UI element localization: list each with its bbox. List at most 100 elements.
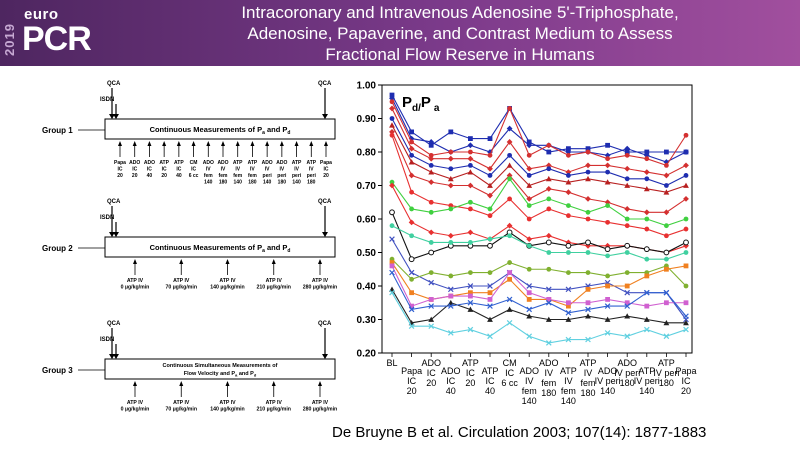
data-point	[428, 323, 435, 330]
data-point	[604, 303, 611, 309]
step-label: 40	[147, 173, 153, 179]
header-banner: 2019 euro PCR Intracoronary and Intraven…	[0, 0, 800, 66]
data-point	[683, 250, 689, 255]
data-point	[467, 142, 474, 149]
title-line-2: Adenosine, Papaverine, and Contrast Medi…	[247, 24, 673, 43]
logo-euro-text: euro	[24, 6, 59, 23]
step-arrowhead	[133, 381, 137, 386]
data-point	[585, 209, 591, 215]
x-tick-label: IV	[545, 368, 554, 378]
data-point	[428, 279, 435, 286]
data-point	[566, 152, 571, 158]
data-point	[487, 213, 493, 219]
data-point	[604, 162, 611, 169]
series-line	[391, 177, 687, 227]
x-tick-label: 20	[681, 386, 691, 396]
data-point	[409, 303, 414, 309]
data-point	[546, 206, 552, 212]
x-tick-label: fem	[541, 378, 556, 388]
data-point	[468, 206, 473, 212]
data-point	[605, 273, 610, 279]
step-arrowhead	[279, 141, 284, 146]
step-label: peri	[307, 173, 317, 179]
step-label: ATP IV	[219, 278, 236, 284]
data-point	[526, 203, 532, 209]
group-label: Group 3	[42, 366, 73, 375]
data-point	[664, 163, 669, 168]
data-point	[605, 219, 610, 225]
data-point	[468, 149, 473, 155]
data-point	[683, 326, 689, 333]
group-label: Group 2	[42, 244, 73, 253]
data-point	[468, 136, 473, 141]
data-point	[408, 172, 415, 179]
data-point	[428, 155, 435, 162]
data-point	[487, 236, 493, 242]
data-point	[566, 213, 571, 219]
series-line	[391, 135, 687, 237]
data-point	[545, 340, 552, 346]
data-point	[683, 132, 689, 138]
data-point	[428, 199, 434, 205]
data-point	[447, 175, 454, 182]
qca-left-arrowhead	[109, 232, 115, 237]
step-arrowhead	[294, 141, 299, 146]
data-point	[507, 270, 512, 275]
data-point	[389, 92, 395, 98]
data-point	[468, 163, 473, 168]
data-point	[546, 297, 552, 302]
data-point	[428, 316, 435, 322]
data-point	[506, 172, 513, 179]
data-point	[467, 229, 474, 236]
data-point	[487, 297, 493, 302]
data-point	[643, 185, 650, 192]
isdn-label: ISDN	[100, 215, 114, 221]
data-point	[487, 173, 493, 178]
data-point	[467, 182, 474, 189]
step-label: ATP	[174, 160, 184, 166]
data-point	[389, 179, 395, 185]
data-point	[585, 250, 591, 255]
data-point	[643, 169, 650, 175]
data-point	[409, 129, 414, 135]
data-point	[683, 300, 689, 306]
step-label: IV	[309, 167, 314, 173]
data-point	[643, 209, 650, 216]
step-arrowhead	[162, 141, 167, 146]
step-label: IC	[147, 167, 152, 173]
x-tick-label: IC	[446, 376, 456, 386]
data-point	[644, 176, 650, 182]
data-point	[585, 169, 591, 175]
step-label: peri	[292, 173, 302, 179]
data-point	[428, 240, 434, 245]
step-label: IC	[324, 167, 329, 173]
data-point	[487, 242, 493, 249]
data-point	[624, 250, 630, 255]
data-point	[507, 106, 512, 111]
series-line	[391, 131, 687, 213]
x-tick-label: IV peri	[614, 368, 640, 378]
data-point	[428, 249, 435, 256]
step-label: ADO	[262, 160, 273, 166]
data-point	[408, 269, 415, 276]
step-label: Papa	[320, 160, 332, 166]
data-point	[644, 156, 650, 162]
qca-right-arrowhead	[322, 354, 328, 359]
data-point	[468, 199, 473, 205]
data-point	[643, 289, 650, 296]
data-point	[408, 145, 415, 152]
x-tick-label: IV	[584, 368, 593, 378]
data-point	[468, 270, 473, 275]
step-arrowhead	[324, 141, 328, 146]
data-point	[565, 316, 572, 322]
step-label: fem	[233, 173, 242, 179]
data-point	[663, 319, 670, 326]
step-label: IV	[206, 167, 211, 173]
data-point	[585, 306, 591, 313]
data-point	[428, 303, 435, 309]
step-label: 140	[234, 180, 243, 186]
step-label: IC	[176, 167, 181, 173]
step-label: ADO	[144, 160, 155, 166]
slide-title: Intracoronary and Intravenous Adenosine …	[165, 2, 755, 65]
x-tick-label: ATP	[580, 358, 597, 368]
